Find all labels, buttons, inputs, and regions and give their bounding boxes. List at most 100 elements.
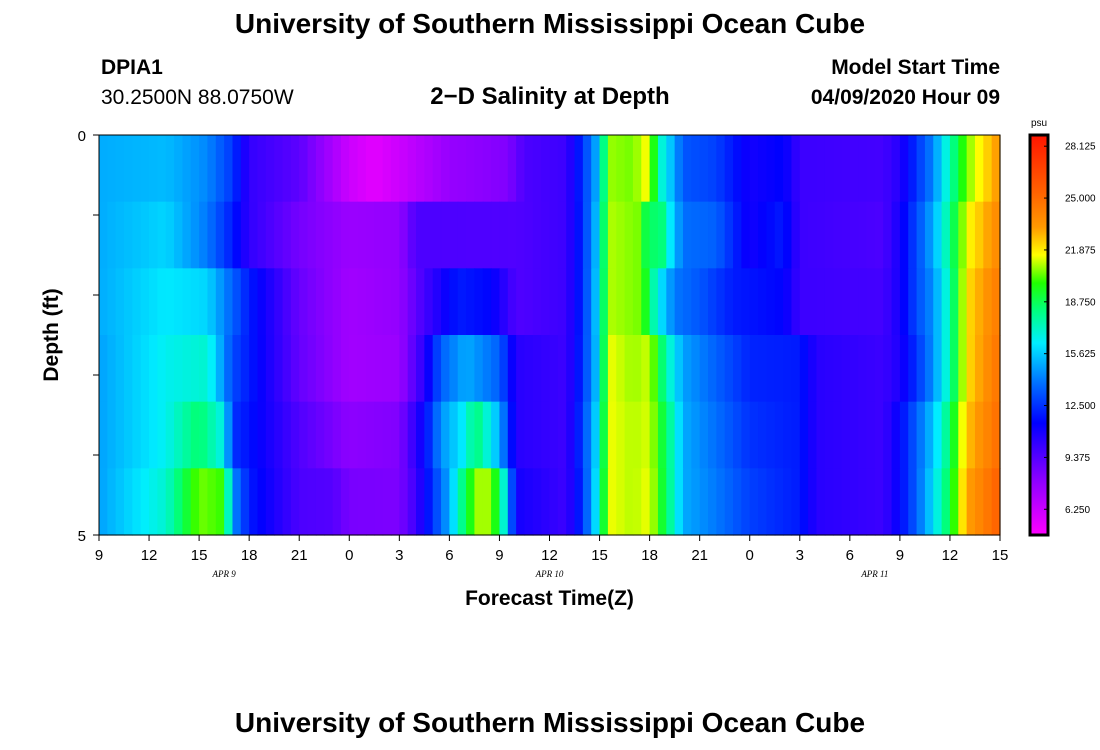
heatmap-cell: [457, 201, 467, 269]
heatmap-cell: [174, 268, 184, 336]
heatmap-cell: [733, 468, 742, 536]
heatmap-cell: [816, 268, 826, 336]
heatmap-cell: [841, 201, 851, 269]
heatmap-cell: [966, 468, 976, 536]
heatmap-cell: [390, 401, 400, 469]
heatmap-cell: [641, 335, 651, 403]
heatmap-cell: [974, 401, 984, 469]
heatmap-cell: [182, 335, 192, 403]
heatmap-cell: [891, 401, 901, 469]
heatmap-cell: [149, 401, 158, 469]
heatmap-cell: [249, 201, 259, 269]
heatmap-cell: [140, 268, 150, 336]
colorbar-tick-label: 6.250: [1065, 505, 1090, 516]
heatmap-cell: [841, 135, 851, 203]
heatmap-cell: [157, 401, 167, 469]
heatmap-cell: [741, 268, 751, 336]
heatmap-cell: [524, 468, 534, 536]
heatmap-cell: [340, 201, 350, 269]
heatmap-cell: [299, 335, 309, 403]
heatmap-cell: [741, 135, 751, 203]
heatmap-cell: [866, 335, 876, 403]
heatmap-cell: [699, 468, 709, 536]
heatmap-cell: [416, 468, 425, 536]
heatmap-cell: [599, 268, 609, 336]
heatmap-cell: [307, 335, 317, 403]
heatmap-cell: [616, 135, 626, 203]
heatmap-cell: [357, 268, 367, 336]
heatmap-cell: [199, 268, 209, 336]
model-start-value: 04/09/2020 Hour 09: [810, 86, 1000, 109]
heatmap-cell: [99, 468, 108, 536]
heatmap-cell: [674, 135, 684, 203]
heatmap-cell: [182, 135, 192, 203]
heatmap-cell: [783, 468, 793, 536]
heatmap-cell: [357, 135, 367, 203]
heatmap-cell: [733, 201, 742, 269]
heatmap-cell: [774, 135, 784, 203]
heatmap-cell: [541, 335, 551, 403]
heatmap-cell: [240, 135, 250, 203]
heatmap-cell: [824, 201, 834, 269]
heatmap-cell: [182, 401, 192, 469]
heatmap-cell: [382, 468, 392, 536]
heatmap-cell: [165, 268, 175, 336]
heatmap-cell: [340, 335, 350, 403]
heatmap-cell: [399, 468, 409, 536]
x-tick-label: 9: [495, 547, 503, 564]
heatmap-cell: [833, 468, 843, 536]
footer-title: University of Southern Mississippi Ocean…: [234, 707, 866, 738]
heatmap-cell: [365, 268, 375, 336]
heatmap-cell: [657, 268, 667, 336]
heatmap-cell: [165, 201, 175, 269]
colorbar: psu 28.125 25.000 21.875 18.750 15.625 12.500…: [1028, 118, 1096, 537]
heatmap-cell: [174, 401, 184, 469]
heatmap-cell: [991, 468, 1001, 536]
heatmap-cell: [983, 268, 993, 336]
heatmap-cell: [541, 268, 551, 336]
heatmap-cell: [607, 468, 617, 536]
heatmap-cell: [557, 268, 567, 336]
heatmap-cell: [165, 401, 175, 469]
heatmap-cell: [532, 401, 542, 469]
heatmap-cell: [549, 468, 559, 536]
heatmap-cell: [632, 135, 642, 203]
heatmap-cell: [257, 135, 267, 203]
heatmap-cell: [724, 335, 734, 403]
heatmap-cell: [657, 335, 667, 403]
heatmap-cell: [666, 401, 676, 469]
x-tick-label: 18: [241, 547, 258, 564]
heatmap-cell: [808, 468, 818, 536]
heatmap-cell: [958, 335, 968, 403]
heatmap-cell: [824, 335, 834, 403]
heatmap-cell: [324, 201, 334, 269]
heatmap-cell: [349, 401, 359, 469]
heatmap-cell: [315, 268, 325, 336]
heatmap-cell: [682, 468, 692, 536]
heatmap-cell: [240, 201, 250, 269]
heatmap-cell: [674, 268, 684, 336]
heatmap-cell: [474, 401, 484, 469]
colorbar-tick-label: 25.000: [1065, 194, 1096, 205]
heatmap-cell: [149, 468, 158, 536]
heatmap-cell: [482, 135, 492, 203]
heatmap-cell: [399, 335, 409, 403]
heatmap-cell: [390, 268, 400, 336]
heatmap-cell: [115, 468, 125, 536]
heatmap-cell: [783, 201, 793, 269]
heatmap-cell: [315, 468, 325, 536]
heatmap-cell: [833, 268, 843, 336]
heatmap-cell: [499, 201, 509, 269]
heatmap-cell: [849, 201, 859, 269]
heatmap-cell: [257, 201, 267, 269]
heatmap-cell: [340, 135, 350, 203]
heatmap-cell: [674, 201, 684, 269]
heatmap-cell: [365, 335, 375, 403]
heatmap-cell: [582, 468, 592, 536]
heatmap-cell: [649, 335, 659, 403]
heatmap-cell: [190, 468, 200, 536]
heatmap-cell: [324, 468, 334, 536]
heatmap-cell: [265, 268, 275, 336]
heatmap-cell: [466, 335, 476, 403]
heatmap-cell: [416, 268, 425, 336]
